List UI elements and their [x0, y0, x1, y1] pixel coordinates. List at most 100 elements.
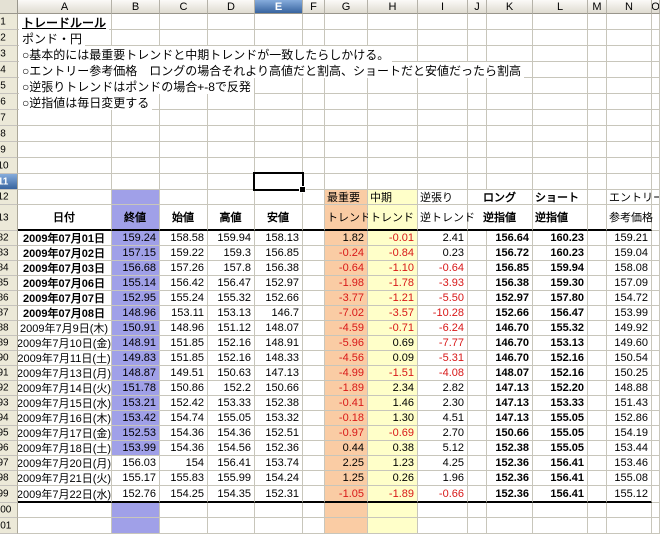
cell-mid-trend-87[interactable]: -3.57: [368, 306, 418, 321]
row-header-1[interactable]: 1: [0, 14, 18, 30]
cell-short-stop-85[interactable]: 159.30: [533, 276, 588, 291]
cell-L[interactable]: [533, 503, 588, 518]
cell-K[interactable]: [487, 518, 533, 534]
cell-J[interactable]: [468, 366, 487, 381]
cell-short-stop-88[interactable]: 155.32: [533, 321, 588, 336]
cell-J[interactable]: [468, 276, 487, 291]
cell-G[interactable]: [325, 126, 368, 142]
header-primary-trend[interactable]: トレンド: [325, 205, 371, 231]
cell-O[interactable]: [652, 174, 660, 190]
cell-short-stop-93[interactable]: 153.33: [533, 396, 588, 411]
column-header-D[interactable]: D: [208, 0, 255, 14]
row-header-91[interactable]: 91: [0, 366, 18, 381]
cell-B[interactable]: [112, 174, 160, 190]
cell-long-stop-94[interactable]: 147.13: [487, 411, 533, 426]
cell-mid-trend-90[interactable]: 0.09: [368, 351, 418, 366]
cell-long-stop-82[interactable]: 156.64: [487, 231, 533, 246]
cell-F[interactable]: [303, 276, 325, 291]
cell-F[interactable]: [303, 291, 325, 306]
cell-F[interactable]: [303, 441, 325, 456]
cell-F[interactable]: [303, 158, 325, 174]
cell-date-89[interactable]: 2009年7月10日(金): [17, 336, 112, 351]
cell-A[interactable]: [18, 110, 112, 126]
cell-E[interactable]: [255, 190, 303, 205]
cell-G[interactable]: [325, 110, 368, 126]
header-high[interactable]: 高値: [208, 205, 255, 231]
cell-mid-trend-82[interactable]: -0.01: [368, 231, 418, 246]
cell-M[interactable]: [588, 366, 607, 381]
cell-L[interactable]: [533, 174, 588, 190]
cell-contrarian-99[interactable]: -0.66: [418, 486, 468, 503]
header-open[interactable]: 始値: [160, 205, 208, 231]
note-line-2[interactable]: ポンド・円: [19, 30, 86, 46]
cell-G[interactable]: [325, 174, 368, 190]
cell-L[interactable]: [533, 94, 588, 110]
cell-M[interactable]: [588, 426, 607, 441]
cell-long-stop-83[interactable]: 156.72: [487, 246, 533, 261]
cell-L[interactable]: [533, 14, 588, 30]
cell-L[interactable]: [533, 518, 588, 534]
cell-D[interactable]: [208, 14, 255, 30]
cell-F[interactable]: [303, 351, 325, 366]
column-header-G[interactable]: G: [325, 0, 368, 14]
cell-N[interactable]: [607, 110, 652, 126]
row-header-93[interactable]: 93: [0, 396, 18, 411]
cell-high-94[interactable]: 155.05: [208, 411, 255, 426]
cell-mid-trend-94[interactable]: 1.30: [368, 411, 418, 426]
cell-H[interactable]: [368, 46, 418, 62]
cell-long-stop-95[interactable]: 150.66: [487, 426, 533, 441]
cell-date-99[interactable]: 2009年7月22日(水): [17, 486, 112, 503]
cell-M[interactable]: [588, 78, 607, 94]
cell-close-84[interactable]: 156.68: [112, 261, 160, 276]
cell-open-91[interactable]: 149.51: [160, 366, 208, 381]
row-header-97[interactable]: 97: [0, 456, 18, 471]
cell-K[interactable]: [487, 126, 533, 142]
cell-date-83[interactable]: 2009年07月02日: [18, 246, 112, 261]
cell-F[interactable]: [303, 486, 325, 503]
cell-E[interactable]: [255, 110, 303, 126]
cell-M[interactable]: [588, 174, 607, 190]
cell-high-84[interactable]: 157.8: [208, 261, 255, 276]
cell-B[interactable]: [112, 158, 160, 174]
cell-contrarian-82[interactable]: 2.41: [418, 231, 468, 246]
cell-L[interactable]: [533, 158, 588, 174]
cell-N[interactable]: [607, 503, 652, 518]
row-header-8[interactable]: 8: [0, 126, 18, 142]
cell-O[interactable]: [652, 321, 660, 336]
cell-O[interactable]: [652, 396, 660, 411]
cell-E[interactable]: [255, 503, 303, 518]
cell-J[interactable]: [468, 246, 487, 261]
cell-C[interactable]: [160, 142, 208, 158]
cell-open-88[interactable]: 148.96: [160, 321, 208, 336]
cell-N[interactable]: [607, 78, 652, 94]
column-header-B[interactable]: B: [112, 0, 160, 14]
column-header-C[interactable]: C: [160, 0, 208, 14]
row-header-90[interactable]: 90: [0, 351, 18, 366]
cell-J[interactable]: [468, 78, 487, 94]
cell-close-91[interactable]: 148.87: [112, 366, 160, 381]
cell-date-82[interactable]: 2009年07月01日: [18, 231, 112, 246]
cell-high-85[interactable]: 156.47: [208, 276, 255, 291]
cell-date-92[interactable]: 2009年7月14日(火): [17, 381, 112, 396]
cell-low-86[interactable]: 152.66: [255, 291, 303, 306]
cell-M[interactable]: [588, 336, 607, 351]
cell-G[interactable]: [325, 78, 368, 94]
cell-entry-price-95[interactable]: 154.19: [607, 426, 652, 441]
row-header-88[interactable]: 88: [0, 321, 18, 336]
cell-N[interactable]: [607, 46, 652, 62]
cell-F[interactable]: [303, 190, 325, 205]
cell-close-88[interactable]: 150.91: [112, 321, 160, 336]
cell-J[interactable]: [468, 142, 487, 158]
cell-low-83[interactable]: 156.85: [255, 246, 303, 261]
cell-G[interactable]: [325, 30, 368, 46]
cell-G[interactable]: [325, 518, 368, 534]
cell-L[interactable]: [533, 62, 588, 78]
cell-close-87[interactable]: 148.96: [112, 306, 160, 321]
cell-K[interactable]: [487, 30, 533, 46]
note-line-1[interactable]: トレードルール: [19, 14, 110, 30]
cell-primary-trend-93[interactable]: -0.41: [325, 396, 368, 411]
cell-K[interactable]: [487, 503, 533, 518]
cell-primary-trend-97[interactable]: 2.25: [325, 456, 368, 471]
cell-date-84[interactable]: 2009年07月03日: [18, 261, 112, 276]
cell-close-94[interactable]: 153.42: [112, 411, 160, 426]
